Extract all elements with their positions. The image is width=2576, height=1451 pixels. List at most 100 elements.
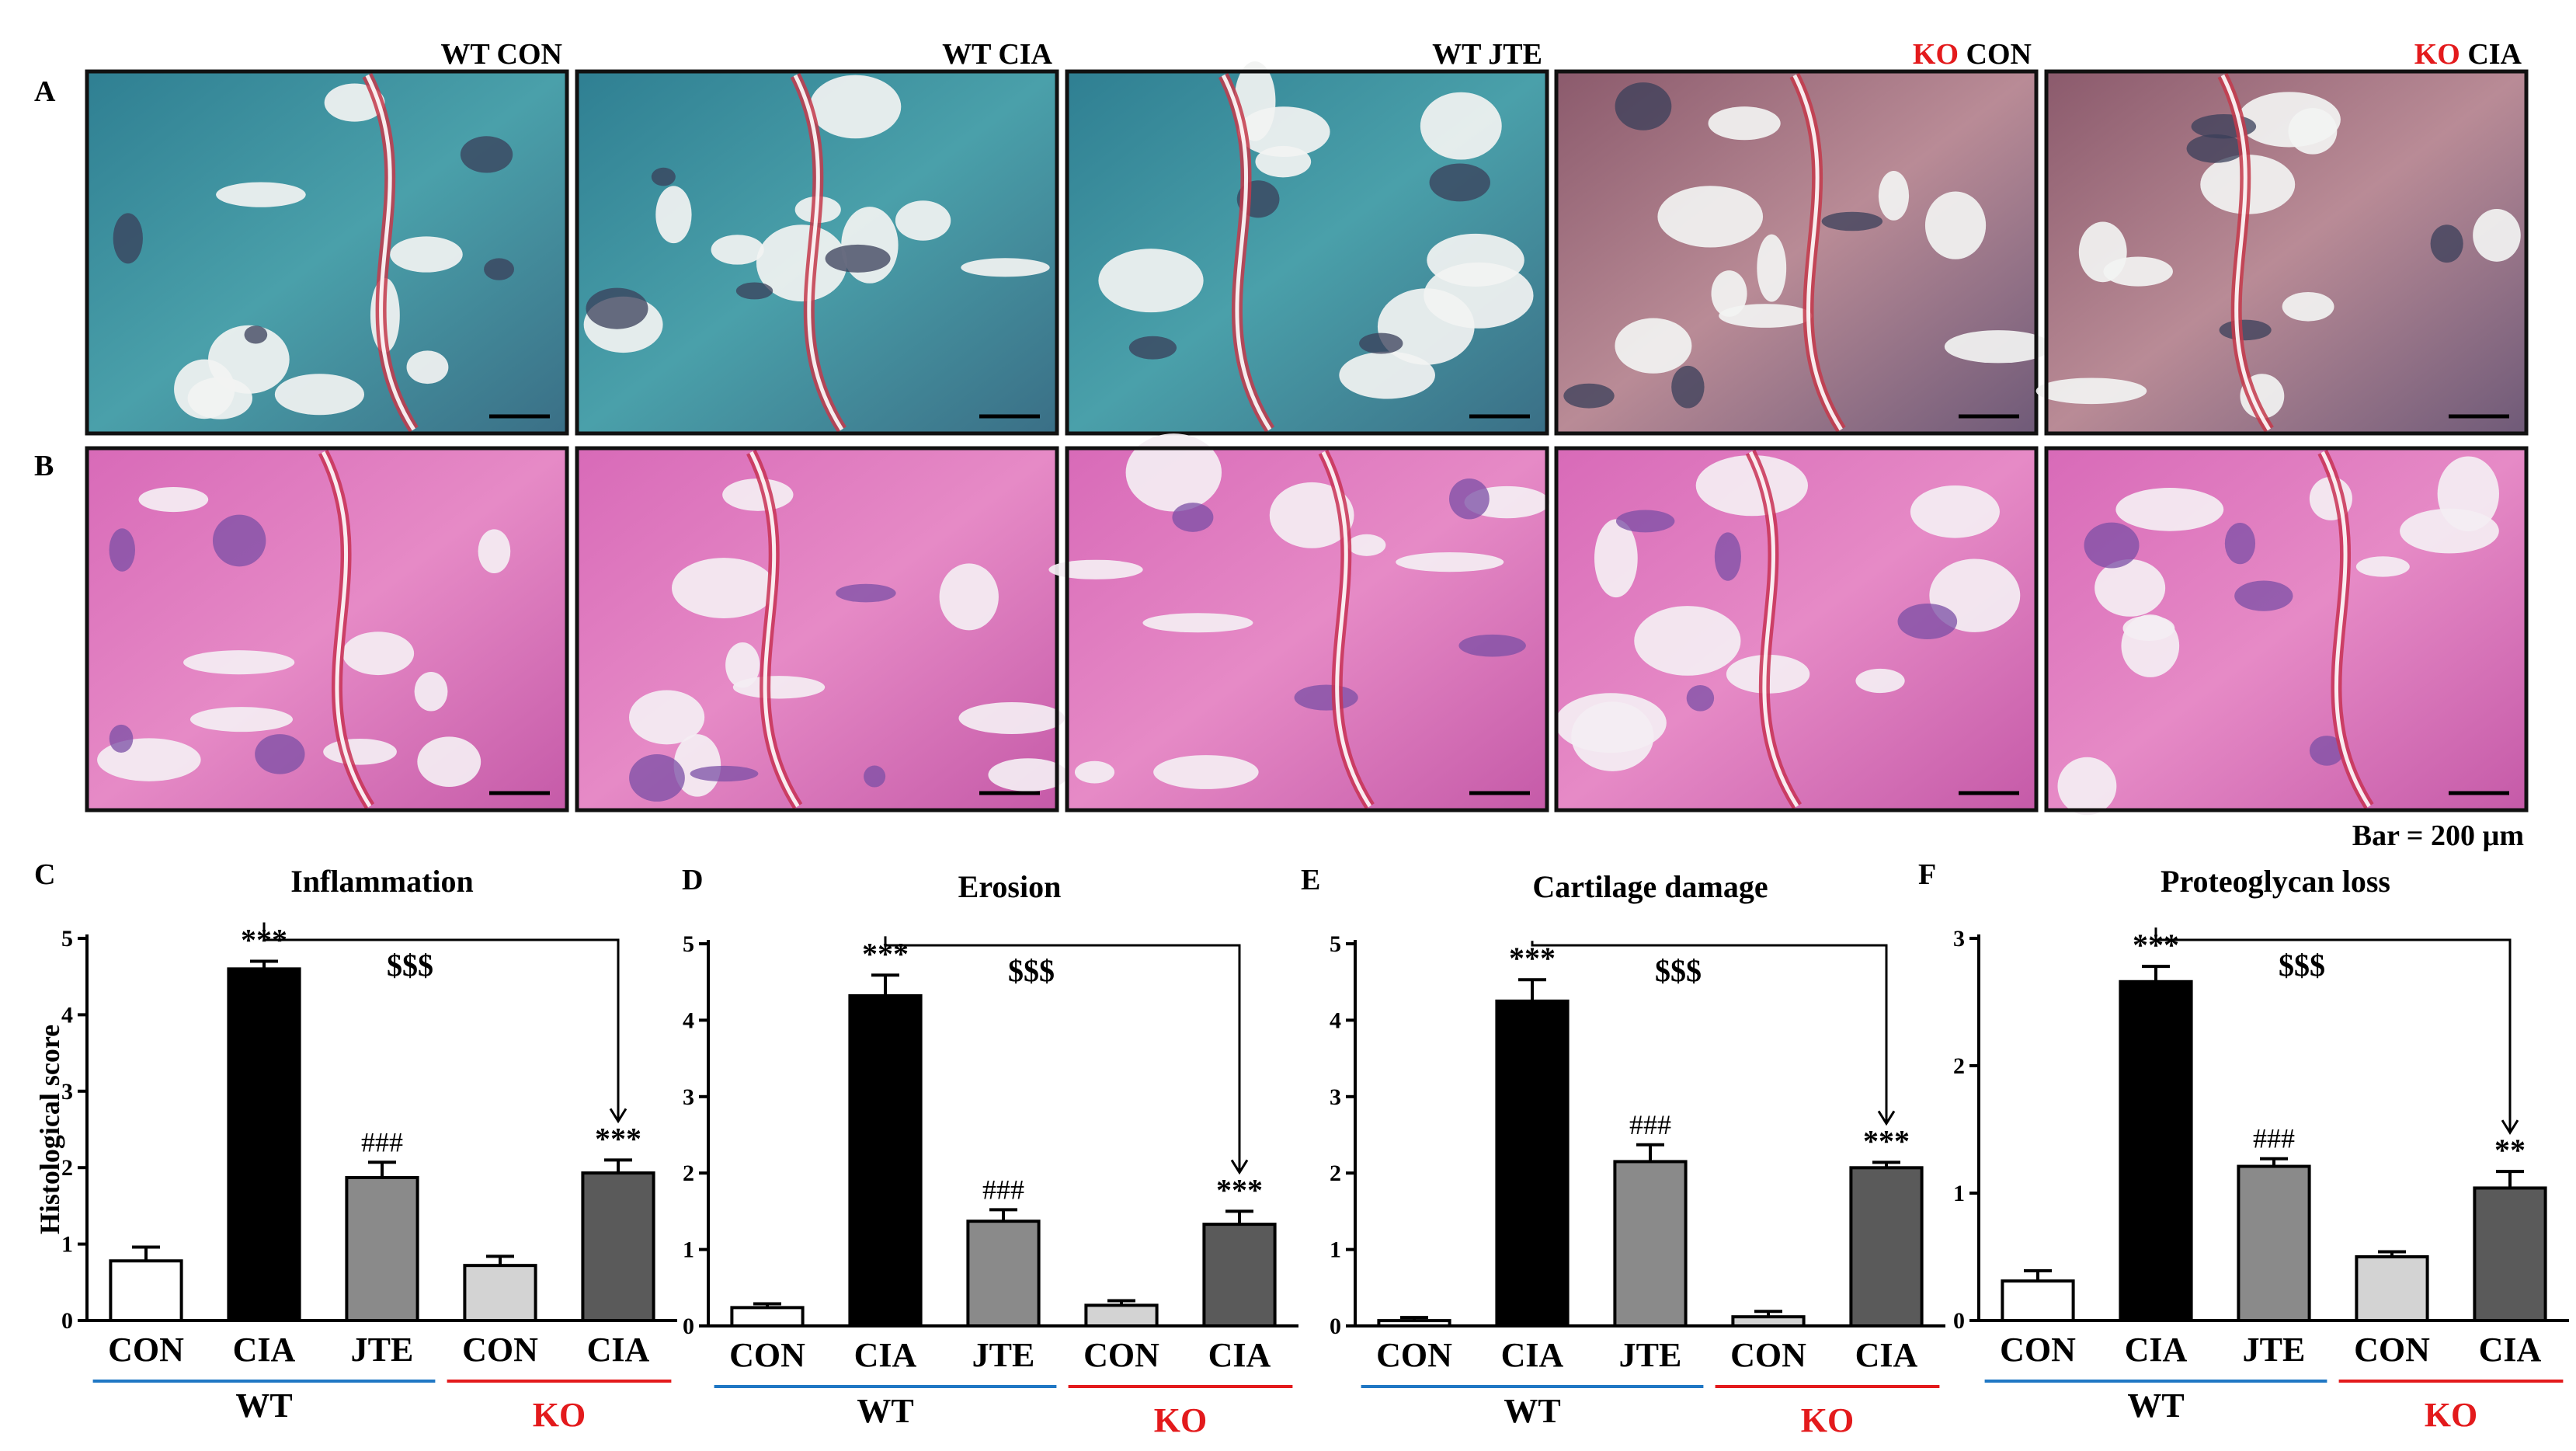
cell-cluster <box>255 734 305 774</box>
chart-title: Proteoglycan loss <box>2161 864 2390 899</box>
micrograph-frame <box>2044 69 2529 436</box>
y-tick-label: 2 <box>1953 1053 1965 1079</box>
marrow-space <box>1719 304 1813 328</box>
marrow-space <box>809 75 902 139</box>
cell-cluster <box>1897 604 1958 640</box>
column-title-3: WT JTE <box>1432 38 1542 71</box>
cell-cluster <box>586 287 648 329</box>
marrow-space <box>1878 171 1910 221</box>
cell-cluster <box>1429 163 1490 202</box>
joint-cleft <box>1792 74 1843 431</box>
significance-mark: *** <box>595 1121 641 1156</box>
y-tick-label: 0 <box>1330 1314 1341 1339</box>
chart-panel-e: E Cartilage damage 0 1 2 3 4 5 CON CIA *** JTE ### CO… <box>1301 864 1945 1439</box>
joint-cleft <box>1321 451 1372 808</box>
bar-3 <box>1613 1160 1688 1327</box>
joint-cleft <box>321 451 372 808</box>
x-tick-label: CIA <box>1501 1336 1564 1374</box>
marrow-space <box>323 738 397 765</box>
marrow-space <box>961 258 1050 277</box>
cell-cluster <box>212 514 266 567</box>
cell-cluster <box>1448 478 1490 520</box>
bracket-label: $$$ <box>1008 953 1055 988</box>
bracket-arrowhead <box>2501 1119 2519 1135</box>
comparison-bracket <box>262 922 620 1122</box>
cell-cluster <box>836 583 896 603</box>
micrograph-he-2 <box>575 446 1069 812</box>
marrow-space <box>1711 270 1747 317</box>
chart-title: Inflammation <box>290 864 474 899</box>
marrow-space <box>1255 145 1312 178</box>
wt-group-label: WT <box>1504 1392 1560 1430</box>
micrograph-safranin-2 <box>575 69 1059 436</box>
y-tick-label: 3 <box>1330 1084 1341 1110</box>
marrow-space <box>216 182 306 207</box>
bracket-label: $$$ <box>2279 948 2325 983</box>
marrow-space <box>2237 92 2341 148</box>
marrow-space <box>1420 92 1502 160</box>
bar-2 <box>1495 999 1570 1328</box>
x-tick-label: CON <box>729 1336 805 1374</box>
cell-cluster <box>109 528 135 572</box>
x-tick-label: CON <box>2000 1331 2076 1369</box>
bar-2 <box>848 993 923 1327</box>
cell-cluster <box>460 136 513 173</box>
joint-cleft <box>2220 74 2272 431</box>
marrow-space <box>414 672 448 712</box>
marrow-space <box>628 690 705 745</box>
x-tick-label: JTE <box>351 1331 414 1369</box>
x-tick-label: CIA <box>854 1336 917 1374</box>
cell-cluster <box>1458 634 1526 657</box>
y-tick-label: 0 <box>1953 1308 1965 1334</box>
y-tick-label: 1 <box>683 1237 694 1263</box>
marrow-space <box>1347 534 1386 556</box>
micrograph-frame <box>85 69 569 436</box>
bracket-arrowhead <box>609 1108 627 1124</box>
marrow-space <box>1238 106 1330 157</box>
marrow-space <box>1125 433 1222 512</box>
cell-cluster <box>825 244 891 273</box>
marrow-space <box>2355 556 2410 577</box>
y-axis-label: Histological score <box>34 1025 65 1234</box>
marrow-space <box>2400 508 2499 554</box>
panel-letter-d: D <box>682 864 703 896</box>
cell-cluster <box>484 258 514 280</box>
marrow-space <box>1555 693 1667 753</box>
micrograph-grid <box>85 61 2529 816</box>
marrow-space <box>2115 488 2224 531</box>
wt-group-label: WT <box>2127 1387 2184 1425</box>
panel-letter-a: A <box>34 75 56 108</box>
significance-mark: ### <box>2253 1123 2295 1154</box>
y-tick-label: 3 <box>1953 926 1965 952</box>
marrow-space <box>1594 519 1638 598</box>
marrow-space <box>672 558 776 619</box>
y-tick-label: 3 <box>683 1084 694 1110</box>
y-tick-label: 2 <box>1330 1160 1341 1186</box>
joint-cleft <box>365 74 415 431</box>
marrow-space <box>1944 330 2053 364</box>
scale-bar-caption: Bar = 200 µm <box>2352 819 2524 852</box>
cell-cluster <box>113 213 143 264</box>
marrow-space <box>1269 482 1354 548</box>
x-tick-label: CIA <box>233 1331 296 1369</box>
marrow-space <box>138 487 209 513</box>
marrow-space <box>406 350 449 384</box>
micrograph-he-3 <box>1048 433 1550 812</box>
cell-cluster <box>2309 736 2345 766</box>
bar-5 <box>2473 1186 2547 1322</box>
x-tick-label: CON <box>462 1331 538 1369</box>
y-tick-label: 2 <box>61 1155 73 1181</box>
bracket-arrowhead <box>1230 1159 1249 1175</box>
bracket-arrowhead <box>1877 1110 1896 1126</box>
bar-4 <box>1084 1303 1159 1328</box>
x-tick-label: CIA <box>1855 1336 1918 1374</box>
cell-cluster <box>735 282 773 300</box>
micrograph-he-5 <box>2044 446 2529 816</box>
column-title-5: KO CIA <box>2414 38 2522 71</box>
marrow-space <box>342 632 415 676</box>
cell-cluster <box>1821 211 1883 231</box>
ko-group-label: KO <box>2425 1396 2477 1434</box>
bar-1 <box>2001 1279 2075 1323</box>
joint-cleft <box>793 74 844 431</box>
